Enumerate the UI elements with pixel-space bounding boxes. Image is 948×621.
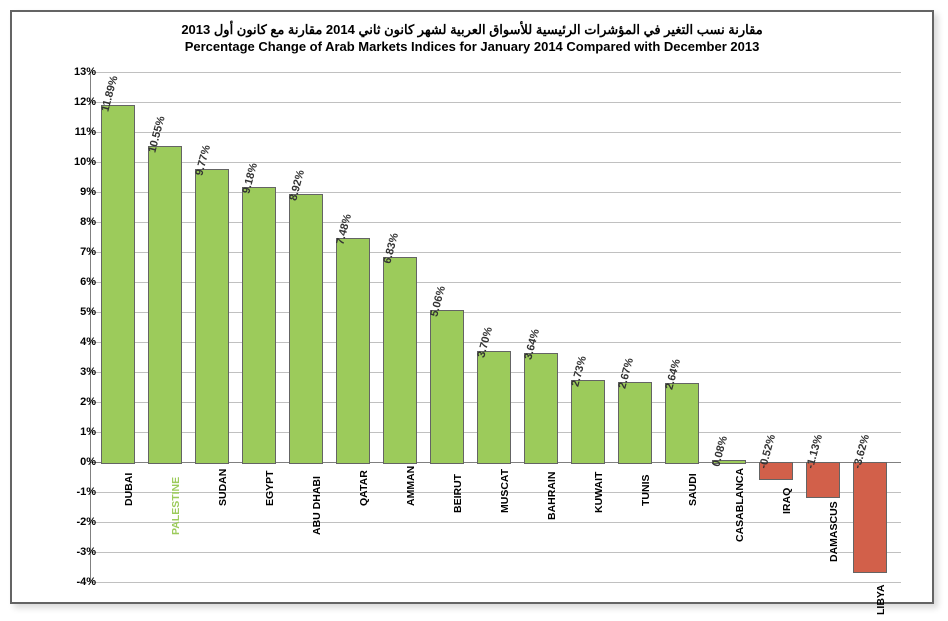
y-tick-label: 1% [58,426,96,438]
chart-title-block: مقارنة نسب التغير في المؤشرات الرئيسية ل… [12,22,932,56]
bar [195,169,229,464]
category-label: EGYPT [264,470,276,506]
y-tick-label: 0% [58,456,96,468]
bar [289,194,323,464]
gridline [91,522,901,523]
category-label: MUSCAT [499,469,511,513]
category-label: AMMAN [405,466,417,506]
gridline [91,72,901,73]
y-tick-label: -4% [58,576,96,588]
chart-frame: مقارنة نسب التغير في المؤشرات الرئيسية ل… [10,10,934,604]
bar [383,257,417,464]
bar [430,310,464,464]
category-label: LIBYA [875,584,887,615]
gridline [91,582,901,583]
y-tick-label: 4% [58,336,96,348]
chart-title-english: Percentage Change of Arab Markets Indice… [12,39,932,56]
category-label: TUNIS [640,475,652,507]
y-tick-label: 12% [58,96,96,108]
y-tick-label: 8% [58,216,96,228]
gridline [91,492,901,493]
y-tick-label: -2% [58,516,96,528]
y-tick-label: 2% [58,396,96,408]
chart-title-arabic: مقارنة نسب التغير في المؤشرات الرئيسية ل… [12,22,932,39]
category-label: PALESTINE [170,477,182,535]
bar [477,351,511,464]
category-label: DUBAI [123,473,135,506]
category-label: QATAR [358,470,370,506]
bar [336,238,370,464]
category-label: DAMASCUS [828,501,840,562]
gridline [91,552,901,553]
category-label: KUWAIT [593,472,605,513]
y-tick-label: 6% [58,276,96,288]
bar [101,105,135,464]
category-label: BAHRAIN [546,472,558,520]
bar [571,380,605,464]
y-tick-label: 9% [58,186,96,198]
plot-area: 11.89%DUBAI10.55%PALESTINE9.77%SUDAN9.18… [90,72,901,583]
category-label: IRAQ [781,488,793,514]
category-label: SUDAN [217,469,229,506]
bar [618,382,652,464]
category-label: CASABLANCA [734,468,746,542]
category-label: BEIRUT [452,474,464,513]
y-tick-label: 10% [58,156,96,168]
y-tick-label: 5% [58,306,96,318]
y-tick-label: 11% [58,126,96,138]
bar [524,353,558,464]
category-label: SAUDI [687,473,699,506]
bar [148,146,182,465]
bar [242,187,276,464]
gridline [91,132,901,133]
gridline [91,162,901,163]
category-label: ABU DHABI [311,476,323,535]
bar [853,462,887,573]
y-tick-label: 13% [58,66,96,78]
bar [665,383,699,464]
y-tick-label: 7% [58,246,96,258]
gridline [91,102,901,103]
y-tick-label: -3% [58,546,96,558]
y-tick-label: -1% [58,486,96,498]
y-tick-label: 3% [58,366,96,378]
